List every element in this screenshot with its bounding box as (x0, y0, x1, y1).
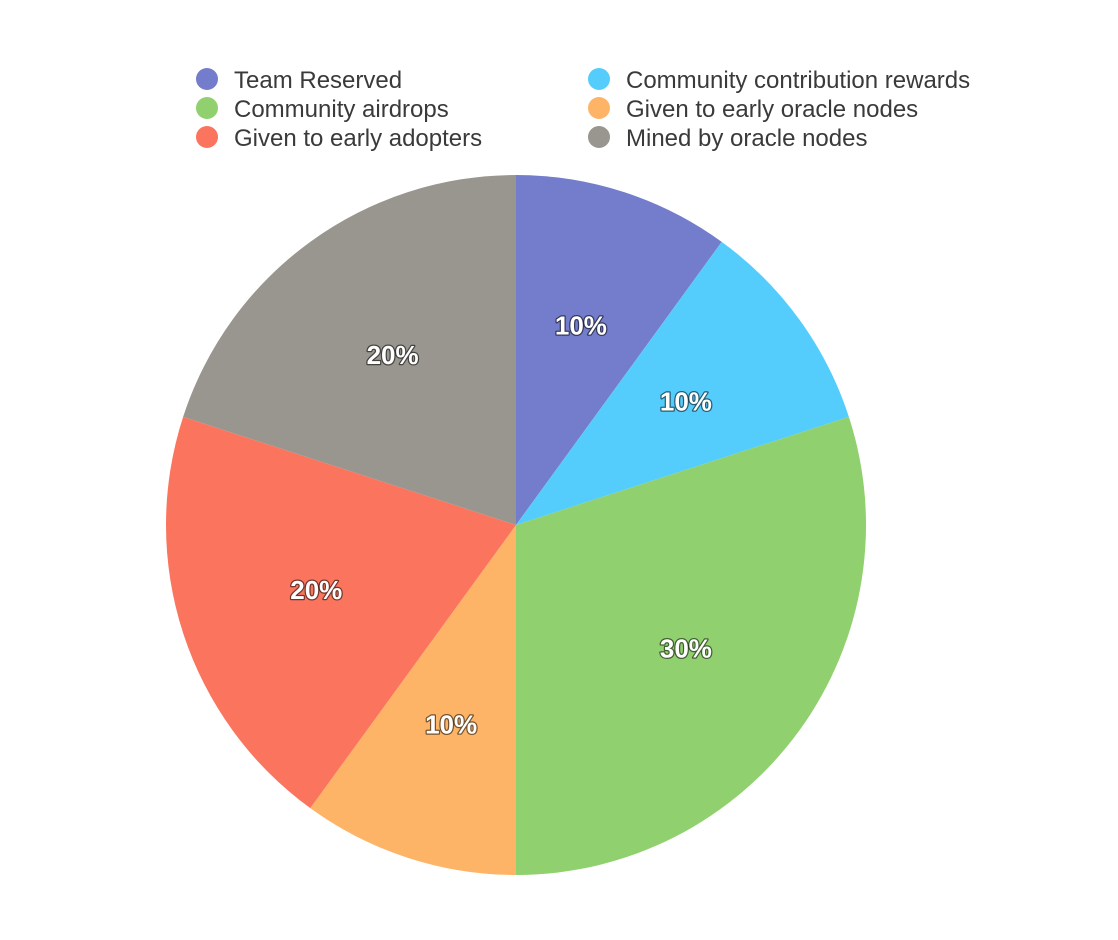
legend: Team Reserved Community contribution rewa… (196, 67, 970, 152)
legend-item-given-to-early-adopters: Given to early adopters (196, 125, 482, 152)
legend-swatch (196, 68, 218, 90)
pie-slice-community-airdrops (516, 416, 867, 875)
legend-label: Given to early adopters (234, 125, 482, 152)
legend-item-team-reserved: Team Reserved (196, 67, 402, 94)
legend-item-given-to-early-oracle-nodes: Given to early oracle nodes (588, 96, 918, 123)
slice-label-given-to-early-adopters: 20% (290, 575, 342, 605)
slice-label-community-airdrops: 30% (660, 633, 712, 663)
legend-item-mined-by-oracle-nodes: Mined by oracle nodes (588, 125, 867, 152)
legend-label: Mined by oracle nodes (626, 125, 867, 152)
pie-slices (165, 174, 867, 875)
slice-labels: 10% 10% 30% 10% 20% 20% (289, 309, 713, 741)
pie-slice-team-reserved (516, 174, 722, 525)
legend-swatch (588, 126, 610, 148)
legend-label: Given to early oracle nodes (626, 96, 918, 123)
legend-item-community-airdrops: Community airdrops (196, 96, 449, 123)
pie-slice-mined-by-oracle-nodes (183, 175, 516, 525)
slice-label-community-contribution-rewards: 10% (660, 387, 712, 417)
legend-item-community-contribution-rewards: Community contribution rewards (588, 67, 970, 94)
legend-swatch (196, 97, 218, 119)
legend-label: Community contribution rewards (626, 67, 970, 94)
pie-slice-given-to-early-adopters (165, 416, 516, 809)
slice-label-mined-by-oracle-nodes: 20% (367, 340, 419, 370)
slice-label-given-to-early-oracle-nodes: 10% (425, 710, 477, 740)
legend-label: Team Reserved (234, 67, 402, 94)
legend-swatch (588, 68, 610, 90)
pie-slice-community-contribution-rewards (516, 241, 849, 525)
slice-label-team-reserved: 10% (555, 310, 607, 340)
legend-swatch (196, 126, 218, 148)
legend-label: Community airdrops (234, 96, 449, 123)
pie-slice-given-to-early-oracle-nodes (310, 525, 516, 875)
legend-swatch (588, 97, 610, 119)
